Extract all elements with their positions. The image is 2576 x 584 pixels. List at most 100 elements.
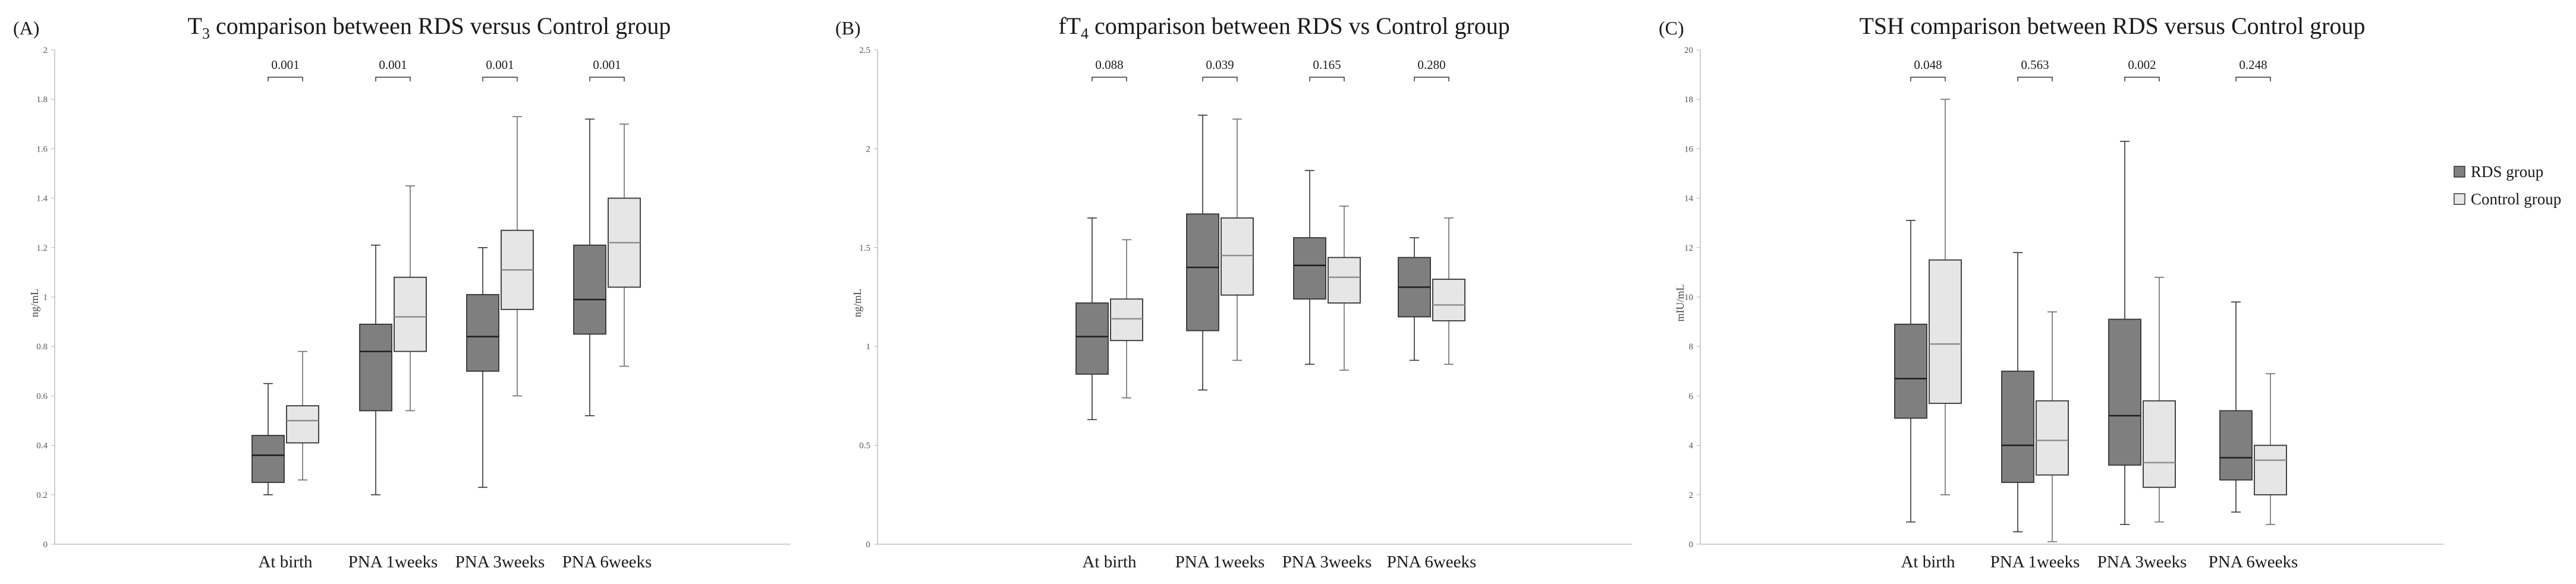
y-tick-label: 0.6 (36, 392, 48, 401)
control-box (1110, 298, 1143, 342)
significance-bracket (2124, 77, 2160, 81)
y-tick-label: 6 (1689, 392, 1694, 401)
y-tick-label: 0.8 (36, 342, 48, 352)
p-value-label: 0.001 (486, 58, 514, 72)
control-box (286, 405, 319, 444)
y-tick-label: 1 (866, 342, 871, 352)
y-tick-label: 12 (1684, 244, 1693, 253)
panel-c-plot: 0 2 4 6 8 10 12 14 16 18 20 At birth 0.048 PNA 1weeks… (1684, 46, 2443, 572)
rds-box (1293, 237, 1326, 300)
p-value-label: 0.002 (2128, 58, 2156, 72)
legend-control-swatch (2454, 193, 2465, 205)
y-tick-label: 0.5 (859, 441, 870, 451)
significance-bracket (2017, 77, 2053, 81)
significance-bracket (2235, 77, 2271, 81)
significance-bracket (589, 77, 625, 81)
panel-c-label: (C) (1659, 17, 1684, 39)
p-value-label: 0.248 (2239, 58, 2267, 72)
rds-box (2001, 370, 2034, 483)
control-box (1221, 217, 1254, 296)
significance-bracket (375, 77, 411, 81)
significance-bracket (1910, 77, 1946, 81)
y-tick-label: 0 (43, 540, 48, 550)
x-category-label: PNA 1weeks (348, 553, 438, 572)
control-box (1432, 279, 1465, 321)
x-category-label: At birth (258, 553, 313, 572)
x-category-label: PNA 3weeks (1282, 553, 1372, 572)
y-tick-label: 0.2 (36, 491, 48, 500)
panel-a: (A) T3 comparison between RDS versus Con… (13, 12, 791, 572)
panel-a-y-axis-label: ng/mL (29, 289, 40, 317)
x-category-label: PNA 6weeks (2209, 553, 2298, 572)
x-category-label: PNA 3weeks (2097, 553, 2187, 572)
y-tick-label: 2.5 (859, 46, 870, 55)
y-tick-label: 2 (866, 144, 871, 154)
y-tick-label: 1.4 (36, 194, 48, 204)
x-category-label: At birth (1901, 553, 1955, 572)
p-value-label: 0.001 (593, 58, 621, 72)
legend-control-label: Control group (2471, 190, 2561, 208)
significance-bracket (268, 77, 303, 81)
panel-c: (C) TSH comparison between RDS versus Co… (1659, 12, 2443, 572)
x-category-label: PNA 6weeks (562, 553, 652, 572)
y-tick-label: 2 (43, 46, 48, 55)
y-tick-label: 1 (43, 293, 48, 302)
panel-b-plot: 0 0.5 1 1.5 2 2.5 At birth 0.088 PNA 1weeks 0.039… (859, 46, 1632, 572)
y-tick-label: 0.4 (36, 441, 48, 451)
panel-a-plot: 0 0.2 0.4 0.6 0.8 1 1.2 1.4 1.6 1.8 2 At birth 0.001… (36, 46, 791, 572)
panel-c-title: TSH comparison between RDS versus Contro… (1859, 12, 2365, 39)
significance-bracket (1309, 77, 1345, 81)
y-tick-label: 20 (1684, 46, 1693, 55)
rds-box (573, 244, 606, 335)
significance-bracket (482, 77, 518, 81)
p-value-label: 0.039 (1206, 58, 1234, 72)
x-category-label: PNA 6weeks (1387, 553, 1477, 572)
panel-c-y-axis-label: mIU/mL (1674, 285, 1686, 322)
control-box (394, 276, 427, 352)
control-box (2036, 400, 2069, 476)
legend-rds-swatch (2454, 166, 2465, 178)
y-tick-label: 16 (1684, 144, 1694, 154)
p-value-label: 0.280 (1417, 58, 1445, 72)
panel-b-title: fT4 comparison between RDS vs Control gr… (1058, 12, 1510, 42)
y-tick-label: 10 (1684, 293, 1693, 302)
y-tick-label: 1.6 (36, 144, 48, 154)
p-value-label: 0.001 (271, 58, 299, 72)
y-tick-label: 1.8 (36, 95, 48, 105)
panel-a-label: (A) (13, 17, 39, 39)
p-value-label: 0.048 (1914, 58, 1942, 72)
p-value-label: 0.001 (379, 58, 407, 72)
y-tick-label: 1.2 (36, 244, 48, 253)
rds-box (1075, 302, 1109, 375)
y-tick-label: 2 (1689, 491, 1694, 500)
rds-box (359, 323, 392, 412)
x-category-label: At birth (1082, 553, 1137, 572)
rds-box (2219, 410, 2253, 481)
panel-b-y-axis-label: ng/mL (851, 289, 863, 317)
control-box (1328, 257, 1361, 304)
legend: RDS group Control group (2454, 163, 2561, 208)
rds-box (2108, 318, 2141, 466)
y-tick-label: 4 (1689, 441, 1694, 451)
control-box (2254, 444, 2287, 495)
x-category-label: PNA 1weeks (1175, 553, 1265, 572)
y-tick-label: 0 (866, 540, 871, 550)
rds-box (1186, 213, 1219, 332)
p-value-label: 0.088 (1095, 58, 1123, 72)
y-tick-label: 1.5 (859, 244, 870, 253)
y-tick-label: 0 (1689, 540, 1694, 550)
x-category-label: PNA 3weeks (455, 553, 545, 572)
panel-a-title: T3 comparison between RDS versus Control… (188, 12, 671, 42)
legend-rds-label: RDS group (2471, 163, 2543, 181)
y-tick-label: 18 (1684, 95, 1693, 105)
panel-b-label: (B) (835, 17, 861, 39)
y-tick-label: 14 (1684, 194, 1694, 204)
y-tick-label: 8 (1689, 342, 1694, 352)
significance-bracket (1092, 77, 1127, 81)
rds-box (251, 435, 285, 483)
rds-box (1894, 323, 1927, 419)
control-box (1929, 259, 1962, 404)
control-box (2143, 400, 2176, 488)
p-value-label: 0.563 (2021, 58, 2049, 72)
